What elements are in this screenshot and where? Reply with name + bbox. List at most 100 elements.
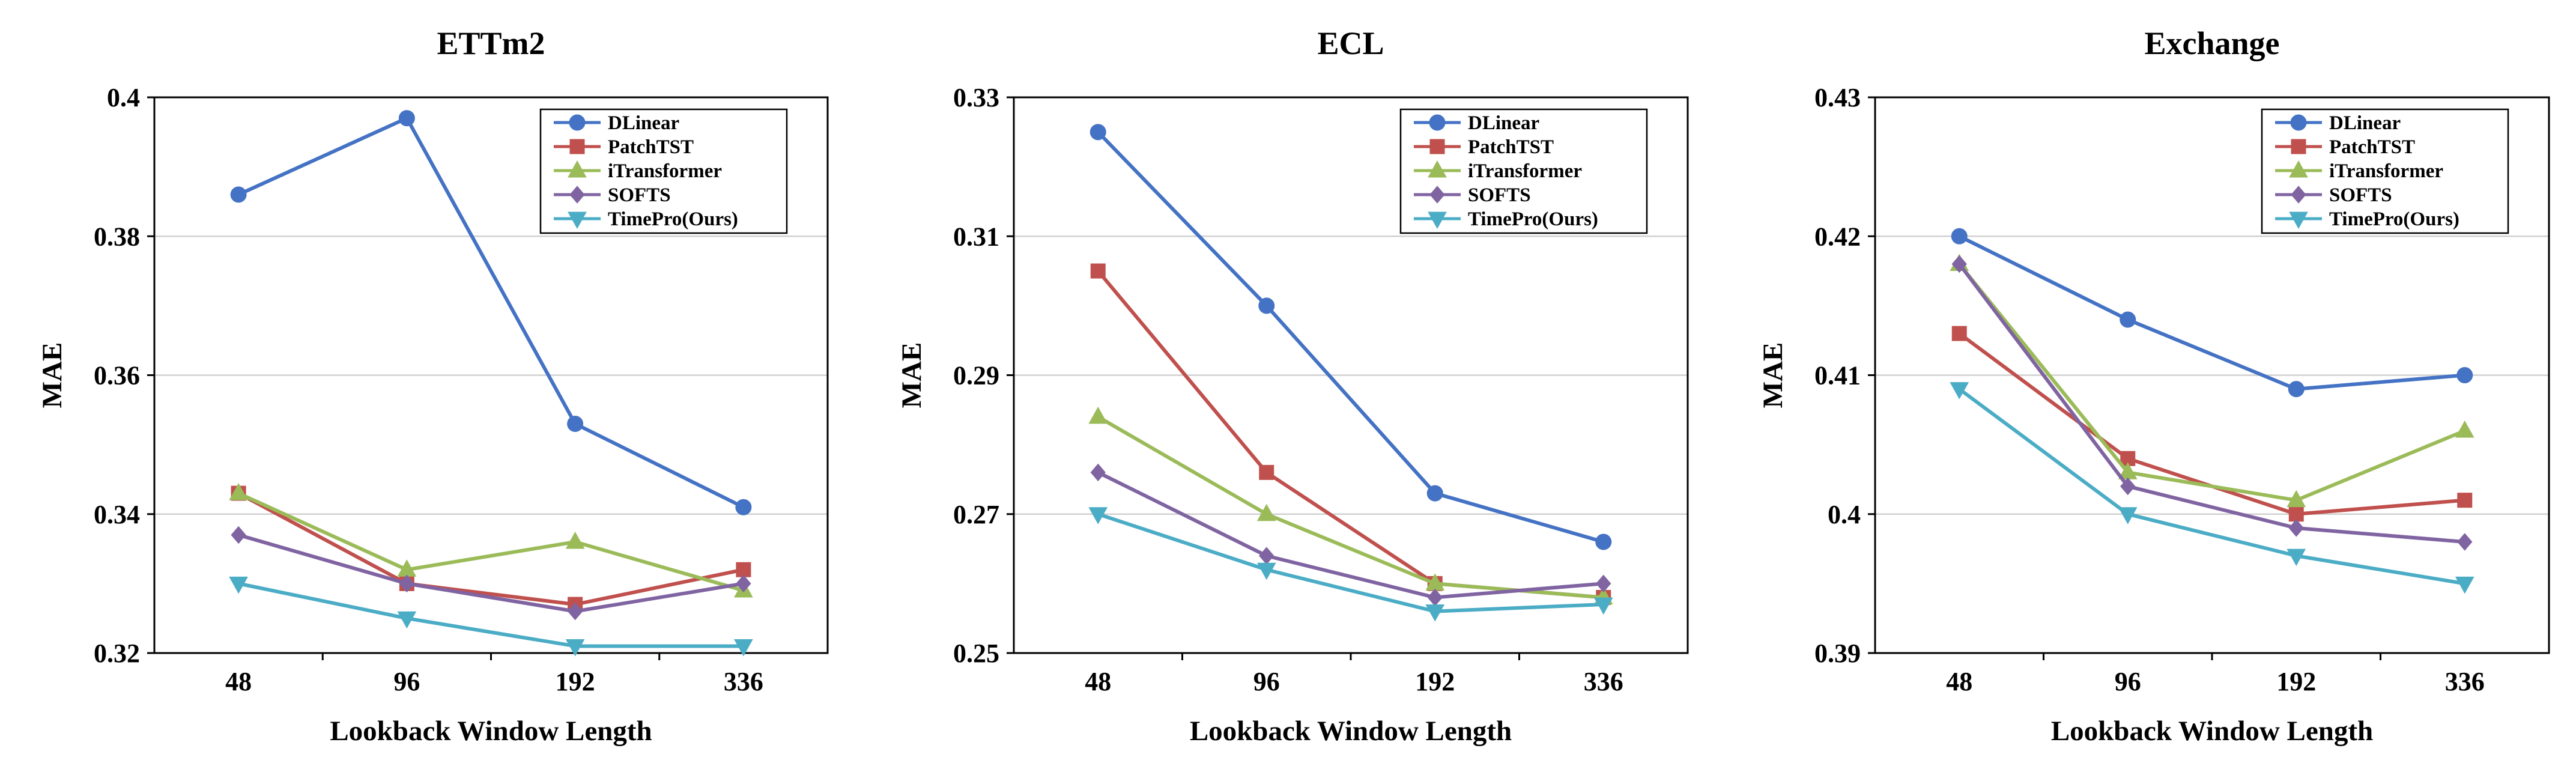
legend-label: TimePro(Ours) [608,208,738,230]
legend-item: iTransformer [1414,160,1582,182]
legend-item: iTransformer [554,160,722,182]
x-axis: 48 96 192 336 [225,653,763,696]
data-point [1951,326,1967,341]
legend-item: iTransformer [2275,160,2443,182]
series-line [238,533,744,613]
series-itransformer [229,483,753,598]
y-tick-label: 0.4 [107,83,140,112]
data-point [2120,477,2136,496]
data-point [1950,382,1969,400]
data-point [2288,381,2305,398]
legend-marker [2289,160,2308,178]
legend-marker [2291,139,2306,154]
legend-label: DLinear [2329,112,2401,134]
legend-label: PatchTST [1468,136,1554,158]
y-tick-label: 0.31 [953,222,999,251]
data-point [1089,124,1106,141]
legend-item: PatchTST [2275,136,2415,158]
x-axis-label: Lookback Window Length [1190,716,1512,747]
legend-item: TimePro(Ours) [1414,208,1598,230]
chart-panel-2: 0.25 0.27 0.29 0.31 0.33 48 96 192 336 ECL Lookbac… [896,25,1689,747]
legend-label: DLinear [608,112,679,134]
legend-item: PatchTST [1414,136,1554,158]
x-tick-label: 336 [2445,667,2485,696]
legend-item: SOFTS [2275,184,2392,206]
data-point [1259,547,1274,565]
y-axis: 0.32 0.34 0.36 0.38 0.4 [94,83,828,668]
series-line [1097,470,1604,600]
series-timepro-ours- [1088,507,1613,622]
x-tick-label: 336 [1584,667,1623,696]
legend-marker [1428,211,1447,229]
data-point [1090,263,1106,279]
series-dlinear [1089,124,1612,550]
x-tick-label: 192 [556,667,595,696]
series-timepro-ours- [229,576,753,657]
x-tick-label: 192 [2276,667,2316,696]
data-point [735,499,752,515]
x-tick-label: 96 [1253,667,1280,696]
x-tick-label: 48 [1085,667,1111,696]
series-line [1097,415,1604,600]
x-tick-label: 48 [1946,667,1972,696]
data-point [399,574,415,593]
series-line [1957,263,2465,502]
legend-item: SOFTS [554,184,671,206]
data-point [2457,493,2473,508]
legend-marker [1429,186,1445,204]
data-point [229,483,248,500]
y-tick-label: 0.4 [1828,500,1861,529]
y-tick-label: 0.25 [953,639,999,668]
x-tick-label: 192 [1415,667,1455,696]
y-tick-label: 0.27 [953,500,999,529]
data-point [1256,562,1276,580]
chart-title: Exchange [2144,25,2279,61]
series-line [1957,263,2465,544]
x-axis: 48 96 192 336 [1946,653,2485,696]
series-patchtst [231,485,751,612]
x-axis: 48 96 192 336 [1085,653,1623,696]
legend-marker [1428,160,1447,178]
legend-item: SOFTS [1414,184,1531,206]
legend: DLinearPatchTSTiTransformerSOFTSTimePro(… [2261,108,2509,234]
y-axis-label: MAE [896,342,927,409]
legend-label: TimePro(Ours) [2329,208,2459,230]
data-point [231,526,246,544]
x-axis-label: Lookback Window Length [2051,716,2373,747]
legend-marker [568,160,587,178]
legend-label: PatchTST [2329,136,2415,158]
y-axis: 0.39 0.4 0.41 0.42 0.43 [1814,83,2549,668]
y-tick-label: 0.43 [1814,83,1861,112]
legend-label: SOFTS [1468,184,1531,206]
data-point [567,415,584,432]
legend: DLinearPatchTSTiTransformerSOFTSTimePro(… [539,108,788,234]
series-line [237,491,744,592]
legend-label: SOFTS [608,184,671,206]
y-axis: 0.25 0.27 0.29 0.31 0.33 [953,83,1688,668]
legend-item: PatchTST [554,136,694,158]
data-point [230,186,247,203]
data-point [1426,485,1443,502]
series-line [1958,387,2465,586]
legend-label: PatchTST [608,136,694,158]
y-axis-label: MAE [37,342,68,409]
data-point [1259,464,1274,480]
legend-item: DLinear [554,112,679,134]
data-point [1593,597,1613,615]
y-tick-label: 0.41 [1814,361,1861,390]
legend-label: TimePro(Ours) [1468,208,1598,230]
y-tick-label: 0.38 [94,222,140,251]
series-line [237,491,744,607]
data-point [736,574,751,593]
data-point [1427,588,1443,607]
legend-marker [568,211,587,229]
y-tick-label: 0.33 [953,83,999,112]
data-point [398,110,415,127]
series-softs [1951,255,2473,551]
x-tick-label: 96 [2115,667,2141,696]
data-point [1088,507,1108,524]
y-tick-label: 0.36 [94,361,140,390]
series-timepro-ours- [1950,382,2474,594]
chart-panel-3: 0.39 0.4 0.41 0.42 0.43 48 96 192 336 Exchange Loo… [1757,25,2550,747]
